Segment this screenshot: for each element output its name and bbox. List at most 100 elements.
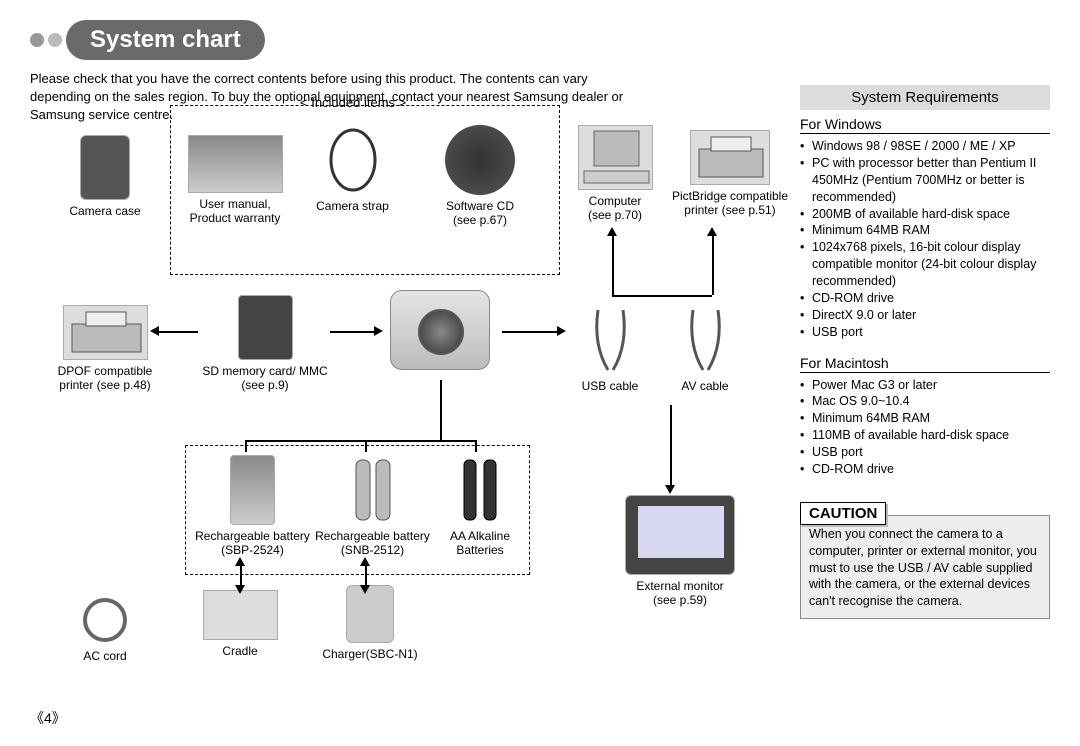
arrow [712,235,714,295]
battery-icon [348,455,398,525]
item-computer: Computer(see p.70) [570,125,660,223]
item-pictbridge-printer: PictBridge compatibleprinter (see p.51) [670,130,790,218]
dot-icon [48,33,62,47]
arrow [245,440,247,452]
arrow [158,331,198,333]
arrow [612,235,614,295]
item-user-manual: User manual,Product warranty [180,135,290,226]
arrow [330,331,374,333]
list-item: 200MB of available hard-disk space [800,206,1050,223]
item-ac-cord: AC cord [65,595,145,663]
usb-cable-icon [583,305,638,375]
cradle-icon [203,590,278,640]
list-item: PC with processor better than Pentium II… [800,155,1050,206]
battery-icon [458,455,503,525]
mac-heading: For Macintosh [800,355,1050,373]
list-item: 110MB of available hard-disk space [800,427,1050,444]
label: User manual,Product warranty [180,197,290,226]
arrow [245,440,475,442]
label: Rechargeable battery(SBP-2524) [195,529,310,558]
item-batt-snb: Rechargeable battery(SNB-2512) [315,455,430,558]
dot-icon [30,33,44,47]
arrowhead-icon [374,326,383,336]
list-item: Minimum 64MB RAM [800,410,1050,427]
label: PictBridge compatibleprinter (see p.51) [670,189,790,218]
printer-icon [690,130,770,185]
label: Camera case [60,204,150,218]
list-item: Windows 98 / 98SE / 2000 / ME / XP [800,138,1050,155]
arrowhead-icon [557,326,566,336]
label: AA AlkalineBatteries [440,529,520,558]
item-batt-sbp: Rechargeable battery(SBP-2524) [195,455,310,558]
arrow [612,295,712,297]
list-item: 1024x768 pixels, 16-bit colour display c… [800,239,1050,290]
page-title-bg: System chart [66,20,265,60]
list-item: Power Mac G3 or later [800,377,1050,394]
arrowhead-icon [360,557,370,566]
windows-list: Windows 98 / 98SE / 2000 / ME / XPPC wit… [800,138,1050,341]
list-item: USB port [800,444,1050,461]
sys-req-title: System Requirements [800,85,1050,110]
list-item: Mac OS 9.0~10.4 [800,393,1050,410]
label: SD memory card/ MMC(see p.9) [200,364,330,393]
item-usb-cable: USB cable [570,305,650,393]
label: Software CD(see p.67) [430,199,530,228]
page-number: 《4》 [30,708,66,728]
label: Cradle [195,644,285,658]
label: USB cable [570,379,650,393]
item-camera-case: Camera case [60,135,150,218]
item-software-cd: Software CD(see p.67) [430,125,530,228]
label: Camera strap [310,199,395,213]
arrowhead-icon [707,227,717,236]
item-av-cable: AV cable [665,305,745,393]
monitor-icon [625,495,735,575]
ac-cord-icon [75,595,135,645]
windows-heading: For Windows [800,116,1050,134]
item-camera [380,290,500,370]
page-title: System chart [90,26,241,53]
caution-block: CAUTION When you connect the camera to a… [800,502,1050,619]
label: AV cable [665,379,745,393]
mac-list: Power Mac G3 or laterMac OS 9.0~10.4Mini… [800,377,1050,478]
sd-card-icon [238,295,293,360]
item-cradle: Cradle [195,590,285,658]
label: External monitor(see p.59) [610,579,750,608]
label: Charger(SBC-N1) [320,647,420,661]
item-charger: Charger(SBC-N1) [320,585,420,661]
arrow [240,565,242,587]
list-item: CD-ROM drive [800,461,1050,478]
label: AC cord [65,649,145,663]
arrowhead-icon [607,227,617,236]
arrow [475,440,477,452]
arrowhead-icon [235,557,245,566]
caution-title: CAUTION [800,502,886,525]
item-dpof-printer: DPOF compatibleprinter (see p.48) [50,305,160,393]
arrow [670,405,672,485]
printer-icon [63,305,148,360]
arrowhead-icon [150,326,159,336]
item-aa-alkaline: AA AlkalineBatteries [440,455,520,558]
label: Rechargeable battery(SNB-2512) [315,529,430,558]
arrow [440,380,442,440]
item-sd-card: SD memory card/ MMC(see p.9) [200,295,330,393]
system-requirements: System Requirements For Windows Windows … [800,85,1050,619]
list-item: DirectX 9.0 or later [800,307,1050,324]
camera-icon [390,290,490,370]
label: DPOF compatibleprinter (see p.48) [50,364,160,393]
cd-icon [445,125,515,195]
label: Computer(see p.70) [570,194,660,223]
list-item: USB port [800,324,1050,341]
arrowhead-icon [235,585,245,594]
item-camera-strap: Camera strap [310,125,395,213]
arrow [365,440,367,452]
arrowhead-icon [360,585,370,594]
av-cable-icon [678,305,733,375]
charger-icon [346,585,394,643]
title-bar: System chart [30,20,1050,60]
strap-icon [325,125,380,195]
list-item: Minimum 64MB RAM [800,222,1050,239]
arrowhead-icon [665,485,675,494]
item-external-monitor: External monitor(see p.59) [610,495,750,608]
arrow [365,565,367,587]
computer-icon [578,125,653,190]
